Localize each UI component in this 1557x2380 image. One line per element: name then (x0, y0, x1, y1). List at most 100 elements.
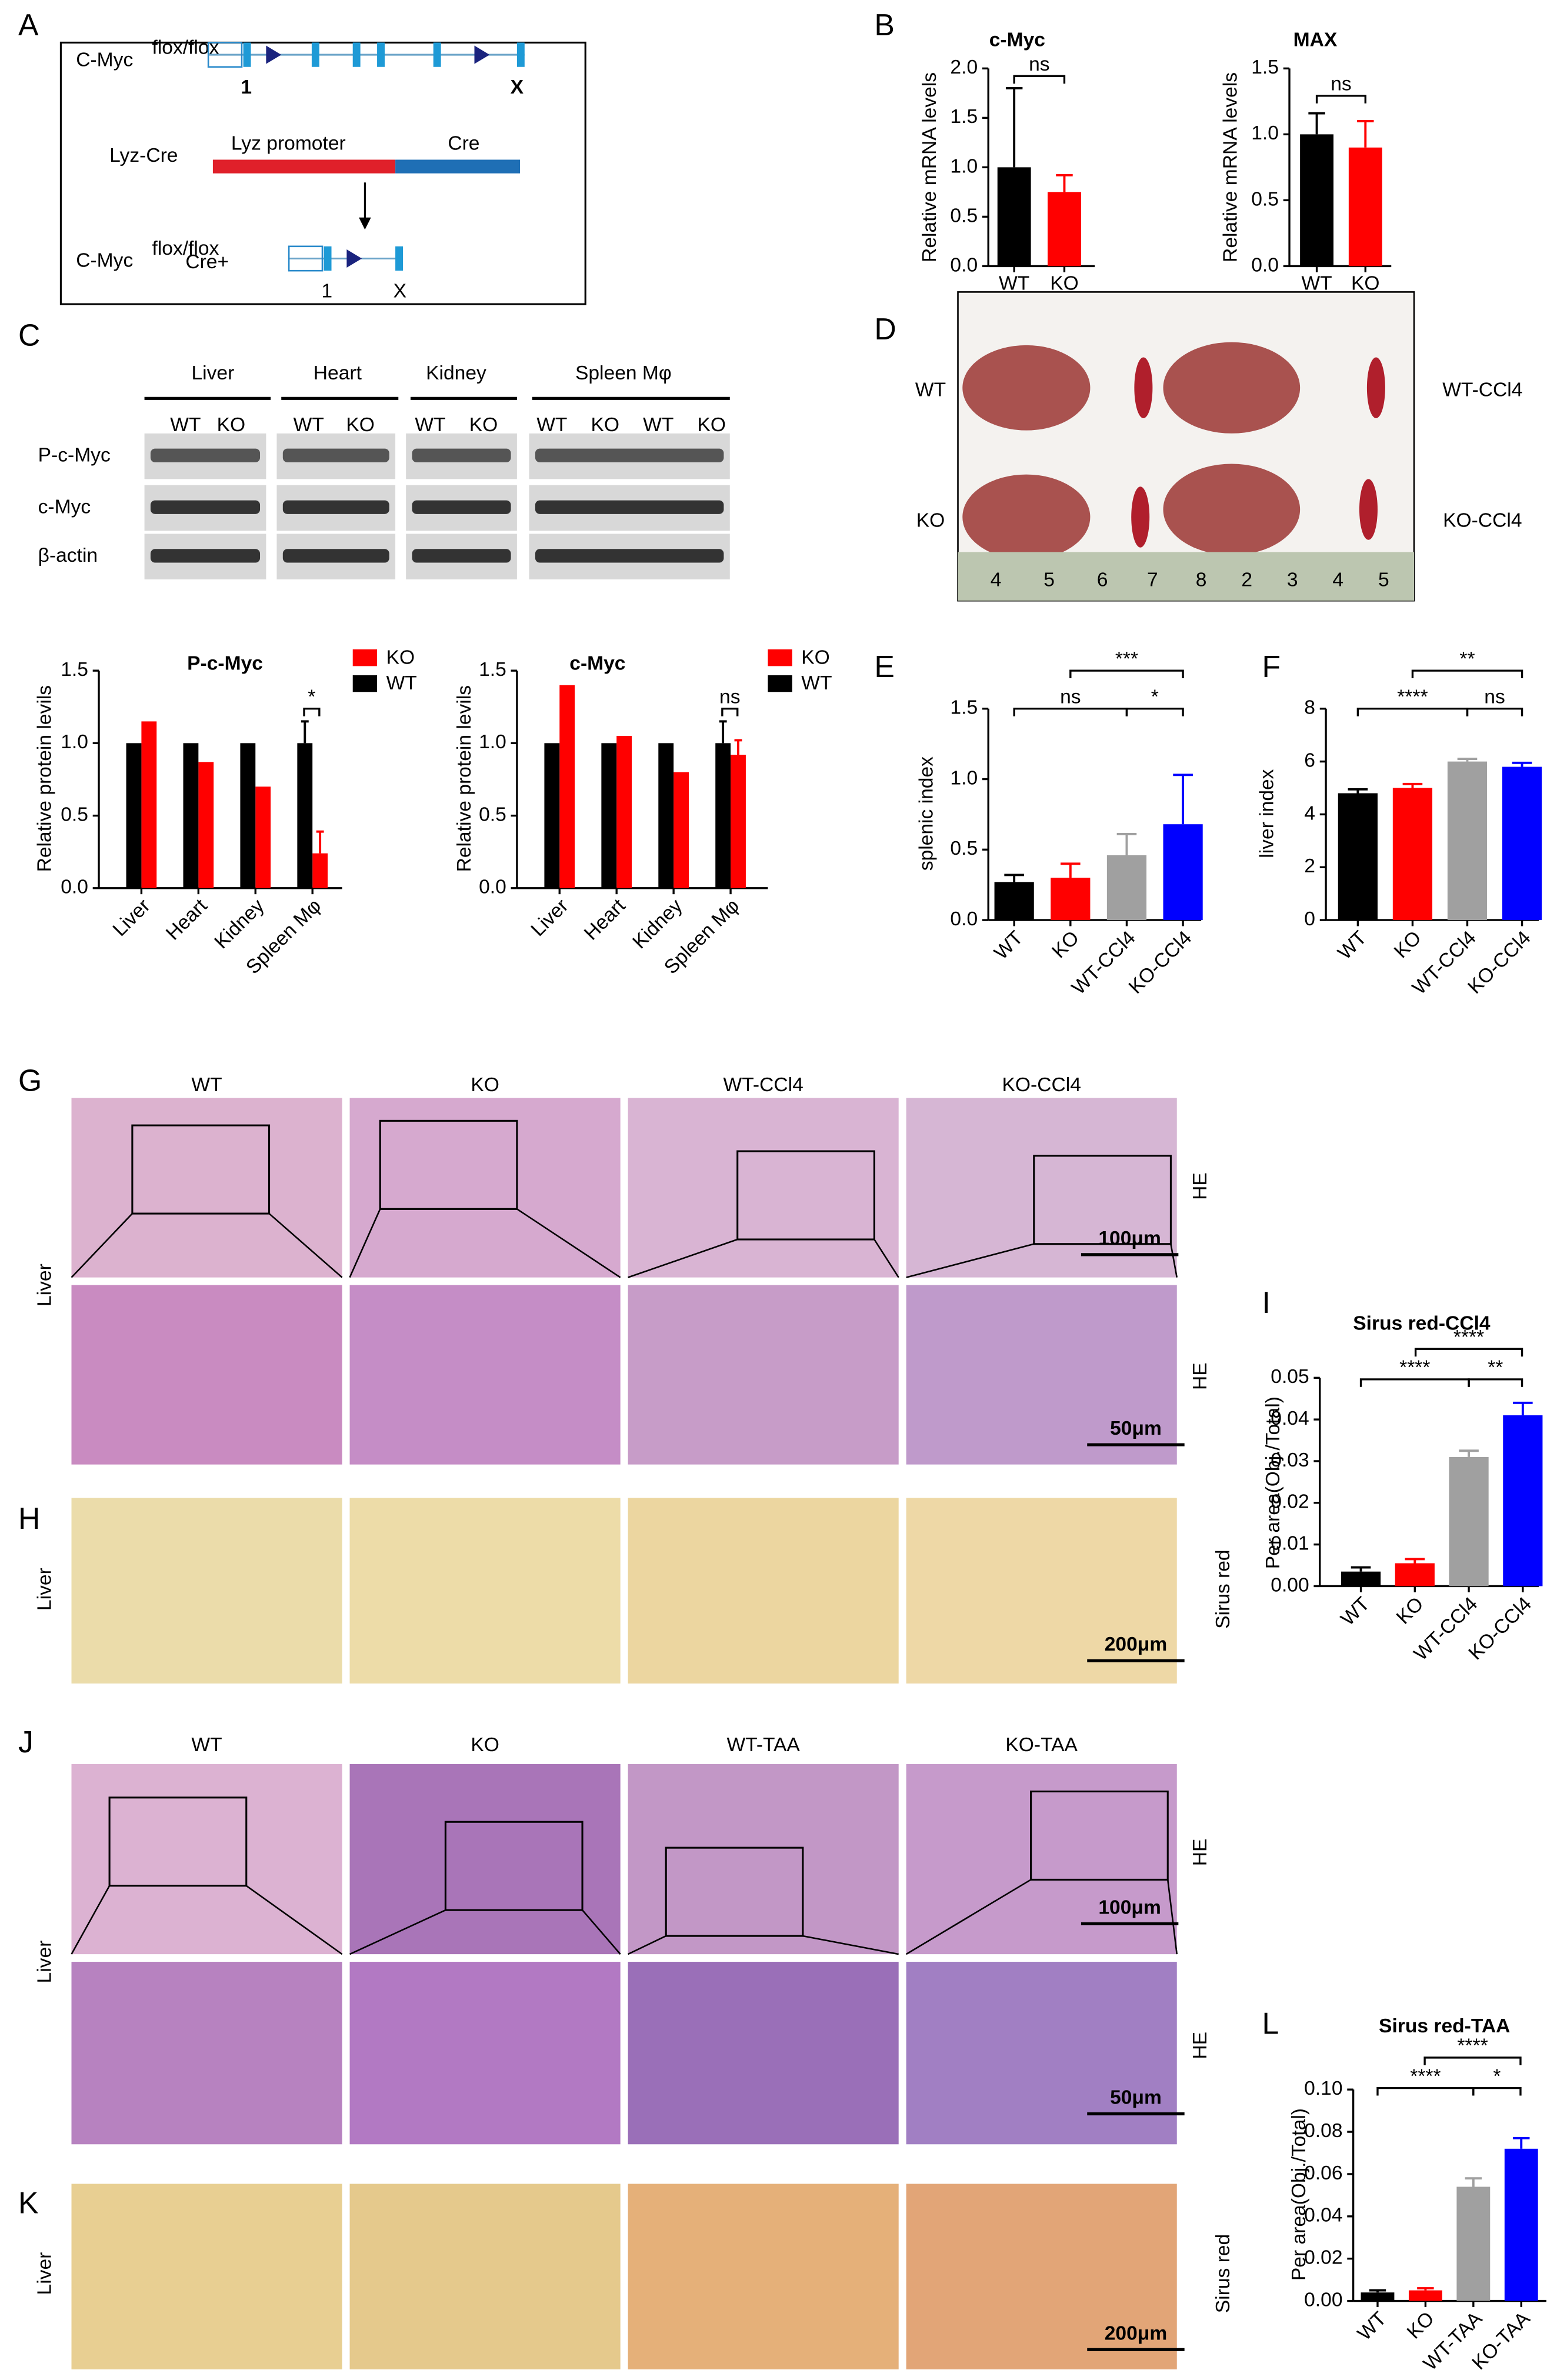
bar (1163, 824, 1203, 921)
promoter-label: Lyz promoter (231, 132, 346, 154)
y-tick-label: 0.00 (1271, 1574, 1309, 1596)
y-tick-label: 6 (1304, 749, 1315, 771)
legend-swatch (768, 649, 792, 666)
organ-liver (962, 345, 1091, 431)
significance-label: **** (1399, 1357, 1430, 1379)
zoom-line (349, 1909, 446, 1955)
significance-label: * (1493, 2065, 1501, 2087)
genotype-label: KO (591, 414, 620, 436)
zoom-box (1030, 1790, 1169, 1881)
bar (997, 167, 1031, 266)
sr-image (906, 2184, 1177, 2369)
y-tick-label: 1.5 (479, 659, 506, 681)
x-tick-label: WT (1301, 272, 1332, 294)
genotype-label: WT (170, 414, 201, 436)
scale-label: 50μm (1110, 1418, 1162, 1439)
ruler (958, 552, 1415, 601)
x-tick-label: KO (1351, 272, 1380, 294)
blot-band (412, 549, 511, 563)
significance-label: **** (1457, 2035, 1488, 2057)
panel-label: B (874, 8, 894, 42)
genotype-label: KO (469, 414, 498, 436)
panel-label: F (1262, 649, 1281, 684)
sr-image (628, 1498, 899, 1684)
exon (324, 246, 332, 271)
he-image-low (628, 1764, 899, 1955)
x-tick-label: WT (999, 272, 1029, 294)
y-tick-label: 0.5 (479, 804, 506, 825)
chart-title: Sirus red-TAA (1379, 2015, 1510, 2037)
significance-label: ns (1029, 54, 1049, 75)
chart-title: c-Myc (569, 653, 625, 675)
genotype-label: WT (415, 414, 445, 436)
y-tick-label: 0.04 (1304, 2205, 1342, 2226)
he-image-high (349, 1962, 621, 2145)
column-label: WT-CCl4 (724, 1074, 803, 1096)
y-tick-label: 0.04 (1271, 1408, 1309, 1429)
exon-box (288, 245, 324, 272)
blot-band (150, 448, 261, 462)
scale-label: 50μm (1110, 2087, 1162, 2109)
bar (674, 772, 689, 888)
sr-image (906, 1498, 1177, 1684)
significance-bracket (721, 708, 739, 716)
bar (126, 743, 142, 888)
panel-label: L (1262, 2006, 1279, 2040)
y-tick-label: 0.0 (950, 908, 978, 930)
organ-spleen (1131, 486, 1150, 548)
bar (1504, 2148, 1538, 2301)
zoom-box (736, 1150, 875, 1241)
genotype-label: KO (346, 414, 375, 436)
ruler-number: 3 (1287, 569, 1298, 591)
ruler-number: 6 (1097, 569, 1108, 591)
he-image-high (628, 1285, 899, 1465)
tissue-label: Liver (34, 1264, 55, 1306)
zoom-line (582, 1909, 621, 1955)
zoom-box (444, 1821, 584, 1911)
exon (311, 42, 319, 67)
ruler-number: 7 (1147, 569, 1158, 591)
he-image-high (71, 1962, 342, 2145)
y-tick-label: 0.0 (1251, 254, 1279, 276)
significance-label: ns (1331, 74, 1351, 95)
loxp (346, 249, 362, 268)
significance-bracket (1315, 95, 1366, 104)
y-tick-label: 1.0 (950, 155, 978, 177)
zoom-line (1170, 1244, 1178, 1278)
bar (1106, 855, 1147, 921)
y-axis-label: Per area(Obj./Total) (1262, 1396, 1284, 1569)
exon (433, 42, 441, 67)
significance-label: ns (1484, 686, 1505, 708)
he-image-low (906, 1764, 1177, 1955)
ruler-number: 5 (1378, 569, 1389, 591)
organ-liver (1163, 342, 1301, 434)
ruler-number: 4 (991, 569, 1002, 591)
bar (240, 743, 256, 888)
y-tick-label: 0.10 (1304, 2078, 1342, 2099)
exon-label: 1 (241, 76, 252, 98)
column-label: KO-TAA (1005, 1734, 1078, 1756)
tissue-label: Liver (191, 362, 234, 384)
y-tick-label: 8 (1304, 697, 1315, 719)
bar (198, 762, 214, 888)
sr-image (349, 2184, 621, 2369)
y-tick-label: 0.0 (950, 254, 978, 276)
zoom-line (628, 1935, 666, 1955)
bar (731, 755, 746, 888)
legend-swatch (768, 675, 792, 692)
sr-image (71, 2184, 342, 2369)
photo-label: KO (916, 510, 945, 532)
blot-band (282, 500, 389, 514)
significance-bracket (1472, 2086, 1522, 2096)
bar (141, 721, 157, 888)
bar (1392, 788, 1433, 921)
significance-bracket (1125, 708, 1184, 716)
bar (544, 743, 560, 888)
loxp (266, 45, 282, 64)
y-tick-label: 1.5 (61, 659, 88, 681)
he-image-low (71, 1098, 342, 1278)
stain-label: Sirus red (1212, 2234, 1234, 2313)
y-tick-label: 0.06 (1304, 2162, 1342, 2184)
allele-label: C-Myc (76, 49, 133, 71)
